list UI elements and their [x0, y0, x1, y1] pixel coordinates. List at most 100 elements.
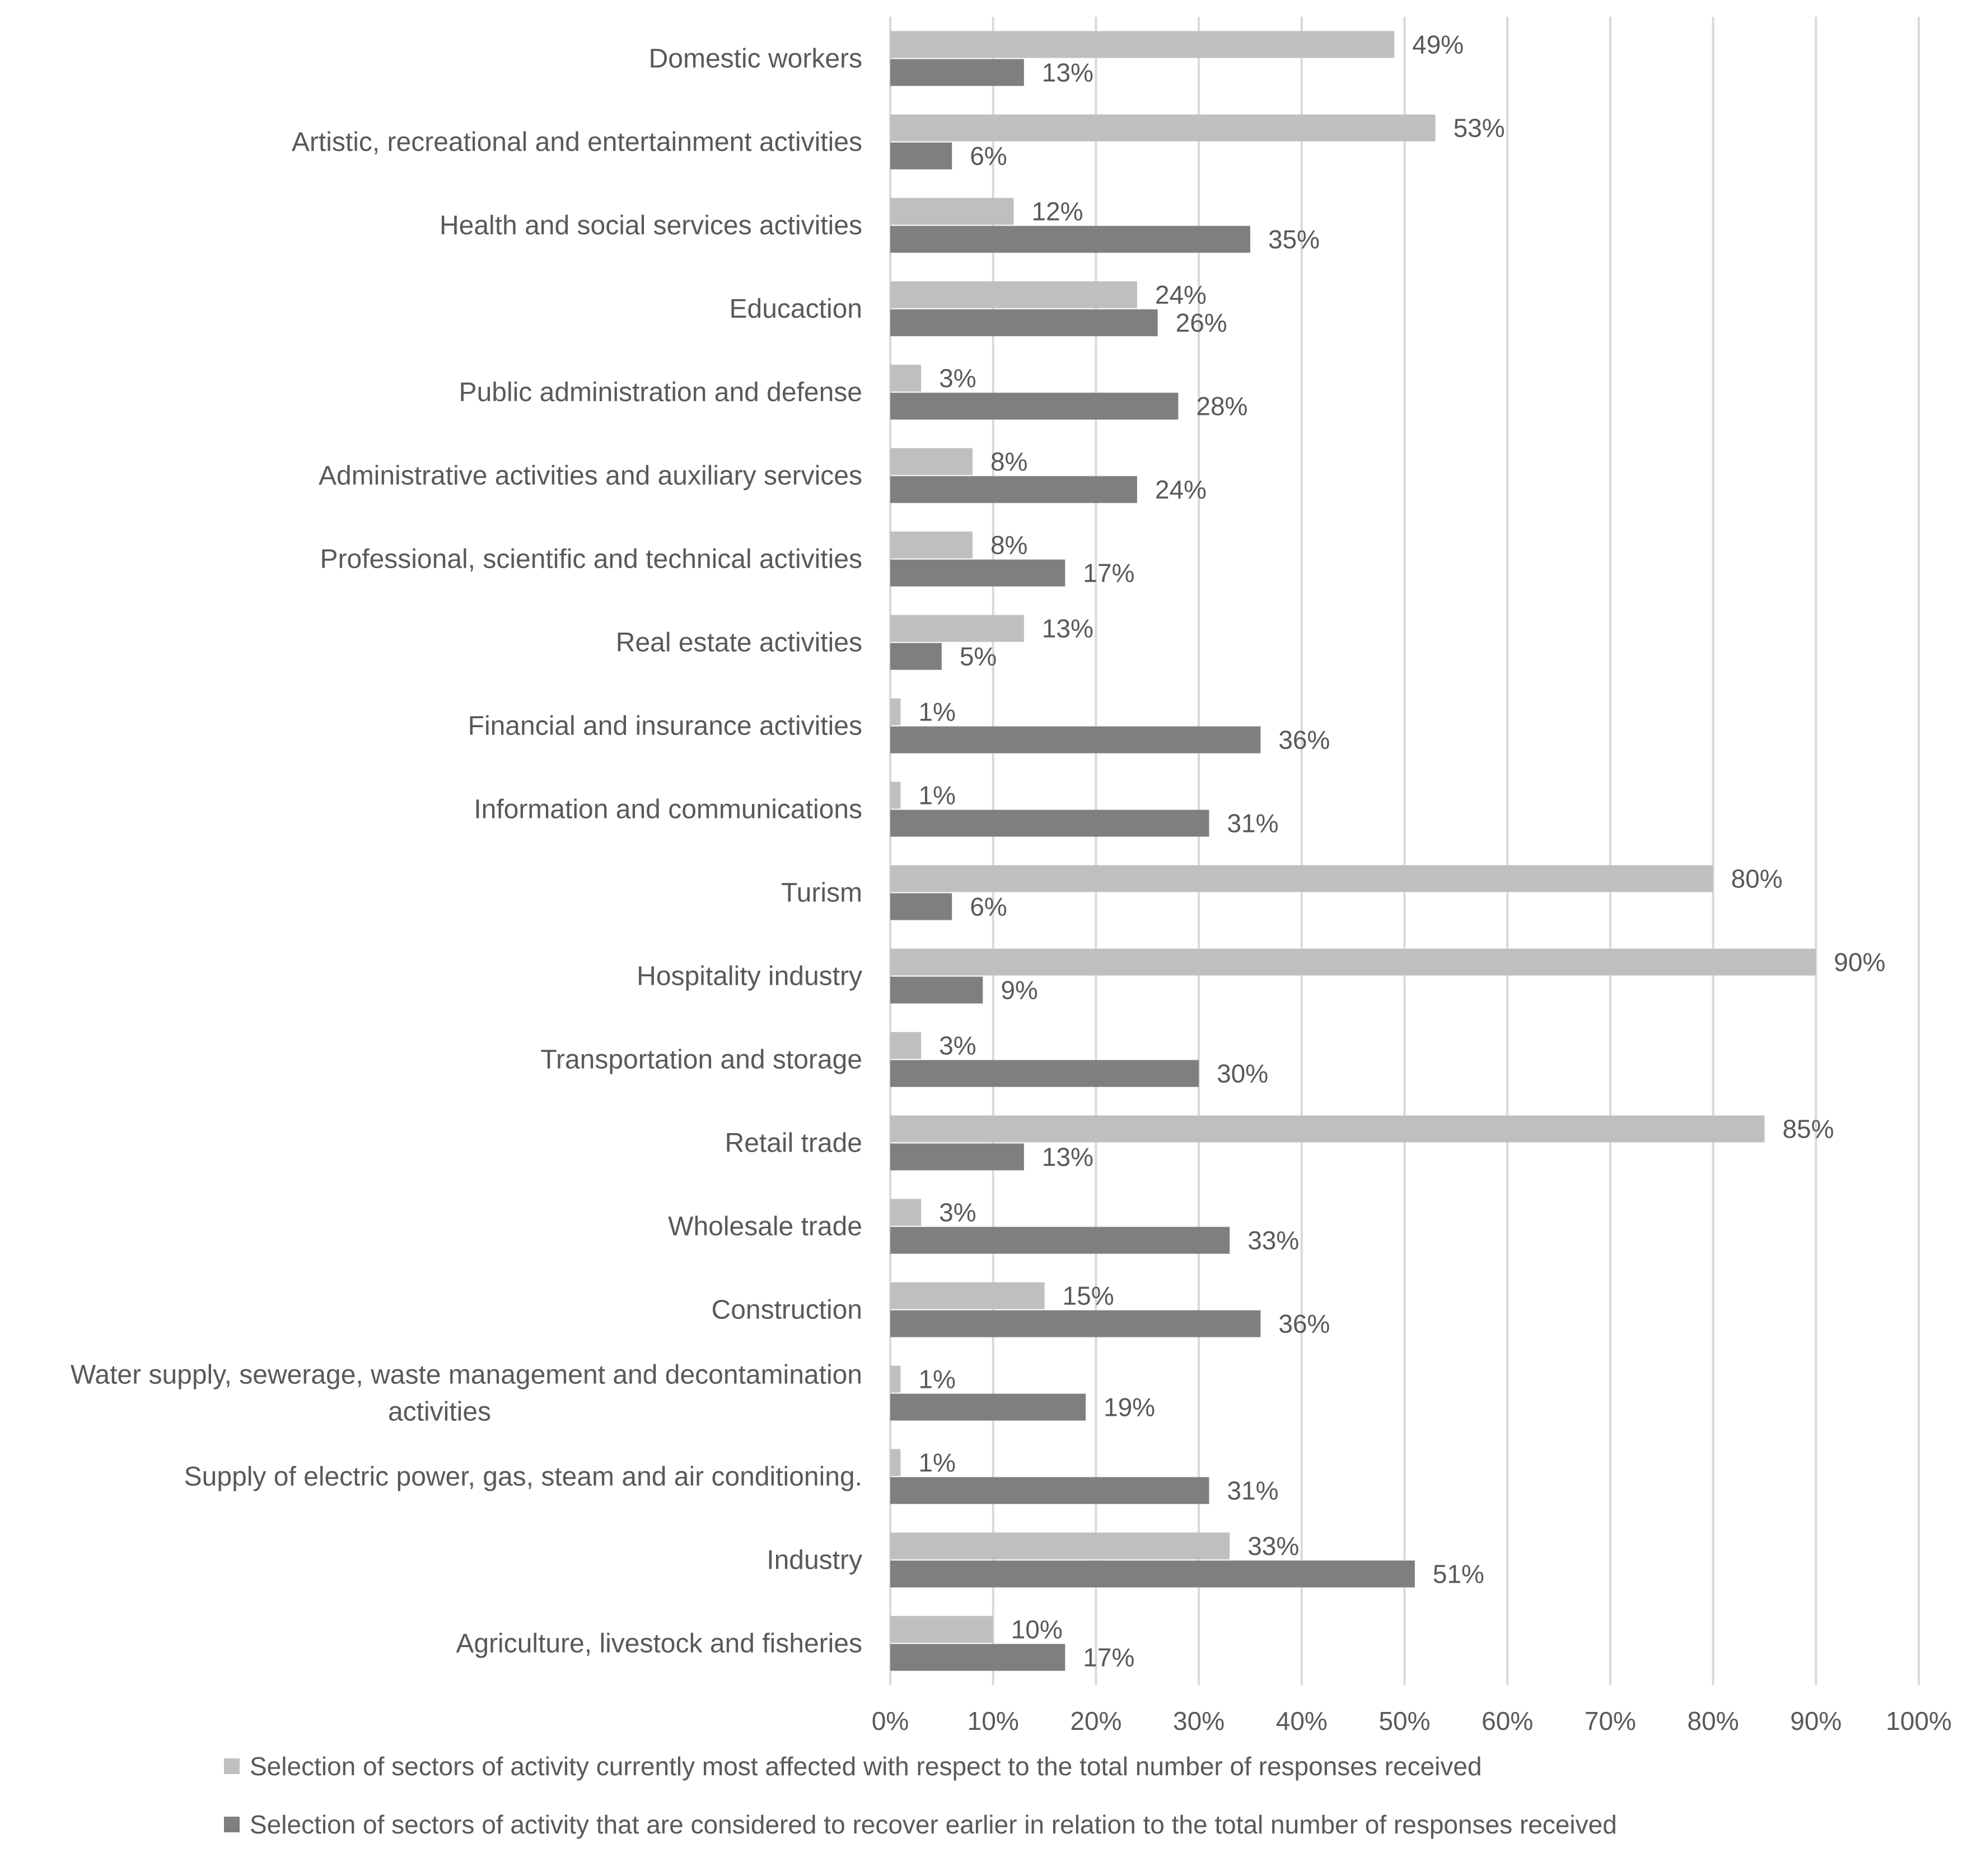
bar-recover-earlier [890, 893, 952, 920]
bar-recover-earlier [890, 1227, 1230, 1254]
bar-most-affected [890, 782, 901, 809]
bar-most-affected [890, 1032, 922, 1059]
data-label-recover-earlier: 30% [1217, 1059, 1268, 1088]
bar-recover-earlier [890, 59, 1024, 86]
data-label-recover-earlier: 36% [1278, 1309, 1330, 1339]
bar-most-affected [890, 1282, 1045, 1309]
bar-recover-earlier [890, 142, 952, 170]
x-tick-label: 0% [872, 1706, 909, 1735]
legend-label-recover-earlier: Selection of sectors of activity that ar… [250, 1810, 1617, 1839]
data-label-recover-earlier: 28% [1196, 392, 1247, 421]
data-label-recover-earlier: 13% [1042, 58, 1094, 87]
data-label-most-affected: 1% [918, 781, 955, 810]
data-label-recover-earlier: 17% [1083, 559, 1134, 588]
category-label: Educaction [730, 294, 863, 324]
data-label-recover-earlier: 6% [970, 142, 1007, 171]
bar-most-affected [890, 448, 973, 475]
category-labels: Domestic workers Artistic, recreational a… [71, 44, 862, 1659]
bar-recover-earlier [890, 810, 1209, 837]
data-label-recover-earlier: 13% [1042, 1143, 1094, 1172]
bar-most-affected [890, 198, 1014, 225]
x-tick-label: 10% [968, 1706, 1019, 1735]
data-label-recover-earlier: 33% [1247, 1226, 1299, 1255]
data-label-most-affected: 3% [939, 364, 976, 393]
bar-most-affected [890, 1365, 901, 1393]
data-label-recover-earlier: 9% [1001, 976, 1038, 1005]
category-label: Supply of electric power, gas, steam and… [184, 1462, 862, 1492]
data-label-most-affected: 1% [918, 698, 955, 727]
category-label: Real estate activities [616, 628, 862, 658]
bar-recover-earlier [890, 643, 942, 670]
x-tick-label: 100% [1886, 1706, 1952, 1735]
data-labels: 49%13%53%6%12%35%24%26%3%28%8%24%8%17%13… [918, 30, 1885, 1672]
bar-recover-earlier [890, 1477, 1209, 1504]
x-tick-label: 30% [1173, 1706, 1225, 1735]
gridlines [889, 17, 1920, 1685]
data-label-most-affected: 8% [990, 447, 1027, 476]
data-label-most-affected: 3% [939, 1031, 976, 1060]
category-label: Health and social services activities [440, 211, 862, 241]
data-label-most-affected: 90% [1834, 948, 1885, 977]
legend-swatch-most-affected [224, 1758, 240, 1774]
bar-most-affected [890, 615, 1024, 642]
bar-most-affected [890, 31, 1395, 58]
bar-recover-earlier [890, 1644, 1066, 1671]
category-label: Professional, scientific and technical a… [320, 545, 862, 574]
category-label: Hospitality industry [637, 962, 862, 991]
data-label-most-affected: 1% [918, 1448, 955, 1477]
bar-most-affected [890, 1199, 922, 1226]
legend-swatch-recover-earlier [224, 1817, 240, 1832]
bar-recover-earlier [890, 1560, 1415, 1588]
category-label: Financial and insurance activities [468, 712, 862, 741]
bar-most-affected [890, 281, 1137, 308]
bar-recover-earlier [890, 1060, 1199, 1087]
category-label: Water supply, sewerage, waste management… [71, 1360, 862, 1390]
category-label: Agriculture, livestock and fisheries [456, 1629, 862, 1659]
x-tick-label: 40% [1276, 1706, 1328, 1735]
data-label-recover-earlier: 36% [1278, 726, 1330, 755]
data-label-recover-earlier: 17% [1083, 1643, 1134, 1672]
bar-most-affected [890, 364, 922, 392]
bar-most-affected [890, 1449, 901, 1476]
category-label: Domestic workers [649, 44, 862, 74]
data-label-most-affected: 12% [1031, 197, 1083, 226]
data-label-recover-earlier: 6% [970, 892, 1007, 921]
legend-label-most-affected: Selection of sectors of activity current… [250, 1752, 1482, 1781]
bar-recover-earlier [890, 1393, 1086, 1421]
data-label-most-affected: 85% [1782, 1115, 1834, 1144]
x-tick-label: 70% [1585, 1706, 1636, 1735]
data-label-most-affected: 80% [1731, 864, 1783, 893]
data-label-recover-earlier: 31% [1227, 809, 1278, 838]
bar-recover-earlier [890, 726, 1261, 754]
bar-recover-earlier [890, 309, 1158, 336]
x-tick-label: 60% [1482, 1706, 1533, 1735]
data-label-most-affected: 8% [990, 531, 1027, 560]
category-label: Artistic, recreational and entertainment… [292, 128, 862, 157]
bar-most-affected [890, 1616, 993, 1643]
bar-recover-earlier [890, 476, 1137, 503]
category-label: Administrative activities and auxiliary … [319, 461, 862, 491]
data-label-recover-earlier: 51% [1433, 1560, 1484, 1589]
x-tick-label: 80% [1688, 1706, 1739, 1735]
data-label-recover-earlier: 31% [1227, 1476, 1278, 1505]
data-label-recover-earlier: 35% [1268, 225, 1320, 254]
x-tick-label: 20% [1070, 1706, 1121, 1735]
bar-recover-earlier [890, 1143, 1024, 1171]
legend-item-most-affected: Selection of sectors of activity current… [224, 1749, 1617, 1783]
category-label: Industry [767, 1546, 862, 1575]
data-label-recover-earlier: 24% [1155, 475, 1207, 504]
bars [890, 31, 1816, 1671]
bar-most-affected [890, 948, 1816, 976]
bar-most-affected [890, 1532, 1230, 1560]
bar-most-affected [890, 698, 901, 726]
bar-recover-earlier [890, 1310, 1261, 1337]
data-label-most-affected: 49% [1412, 30, 1464, 59]
bar-most-affected [890, 865, 1713, 892]
data-label-most-affected: 1% [918, 1365, 955, 1394]
x-axis-tick-labels: 0% 10% 20% 30% 40% 50% 60% 70% 80% 90% 100% [872, 1706, 1952, 1735]
bar-most-affected [890, 1115, 1765, 1143]
bar-recover-earlier [890, 976, 983, 1004]
data-label-most-affected: 53% [1454, 114, 1505, 143]
data-label-most-affected: 24% [1155, 280, 1207, 310]
